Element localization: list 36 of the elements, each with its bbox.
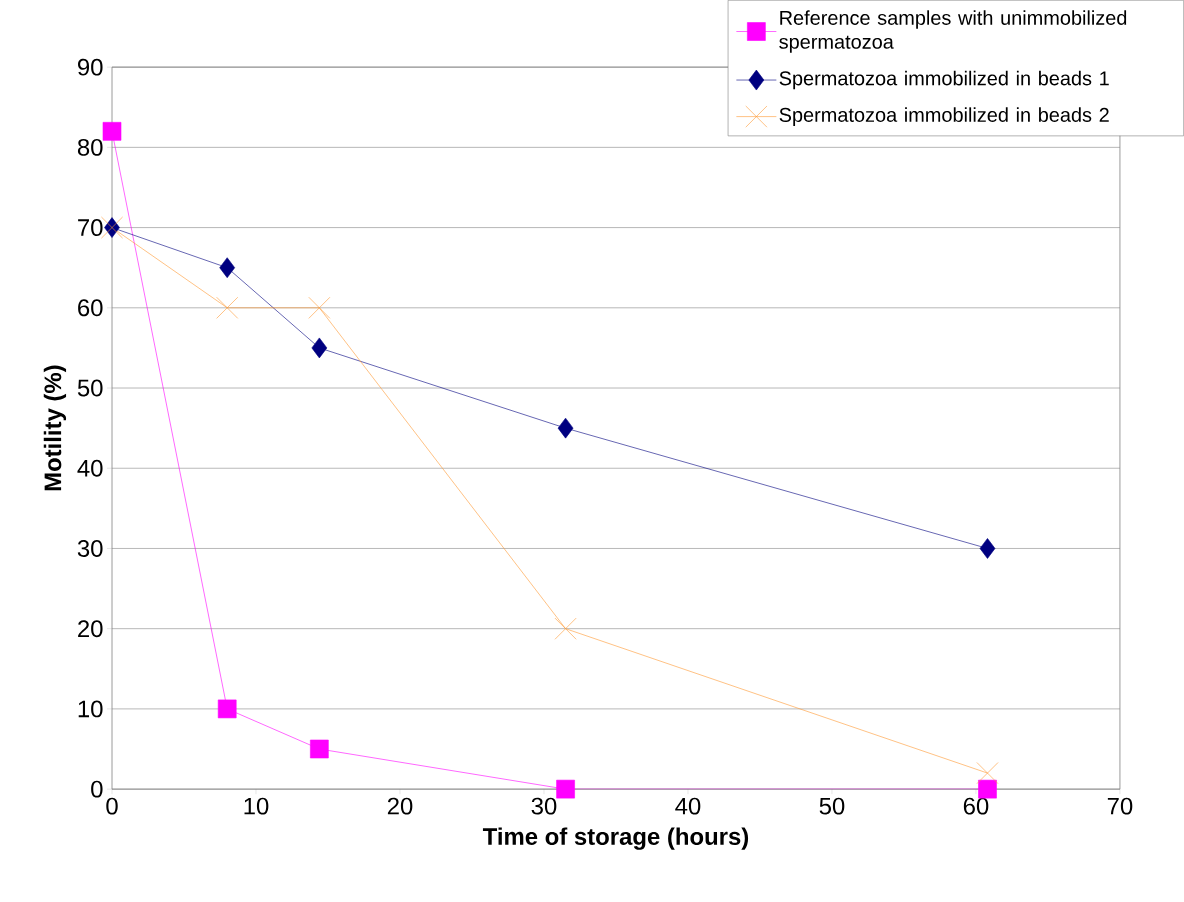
point [554,617,577,640]
y-tick-label: 70 [78,219,103,236]
y-tick-label: 50 [77,379,103,397]
y-tick-label: 0 [91,780,103,798]
x-tick-label: 40 [675,797,701,815]
point [308,296,331,319]
y-tick-label: 90 [78,58,103,76]
point [556,779,575,799]
y-tick-label: 30 [77,539,103,557]
x-tick-label: 10 [244,797,269,815]
point [102,121,122,141]
point [311,337,328,359]
x-tick-label: 30 [531,797,557,815]
point [979,538,996,559]
legend-label: Reference samples with unimmobilized spermatozoa [779,10,1127,53]
x-axis-title: Time of storage (hours) [482,827,749,850]
point [217,699,237,719]
y-tick-label: 10 [78,700,103,718]
point [216,296,239,319]
y-tick-label: 40 [77,459,103,477]
x-tick-label: 50 [819,797,845,815]
legend-label: Spermatozoa immobilized in beads 2 [779,107,1109,126]
x-tick-label: 0 [106,797,118,815]
y-tick-label: 80 [77,138,103,156]
x-tick-label: 20 [387,797,413,815]
point [557,417,574,439]
y-tick-label: 20 [78,620,103,638]
x-tick-label: 60 [963,797,989,815]
point [976,762,999,784]
y-axis-title: Motility (%) [43,365,67,491]
point [219,257,235,278]
point [310,739,329,759]
y-tick-label: 60 [78,299,103,317]
point [978,779,997,799]
x-tick-label: 70 [1107,797,1133,815]
legend-label: Spermatozoa immobilized in beads 1 [779,70,1109,90]
